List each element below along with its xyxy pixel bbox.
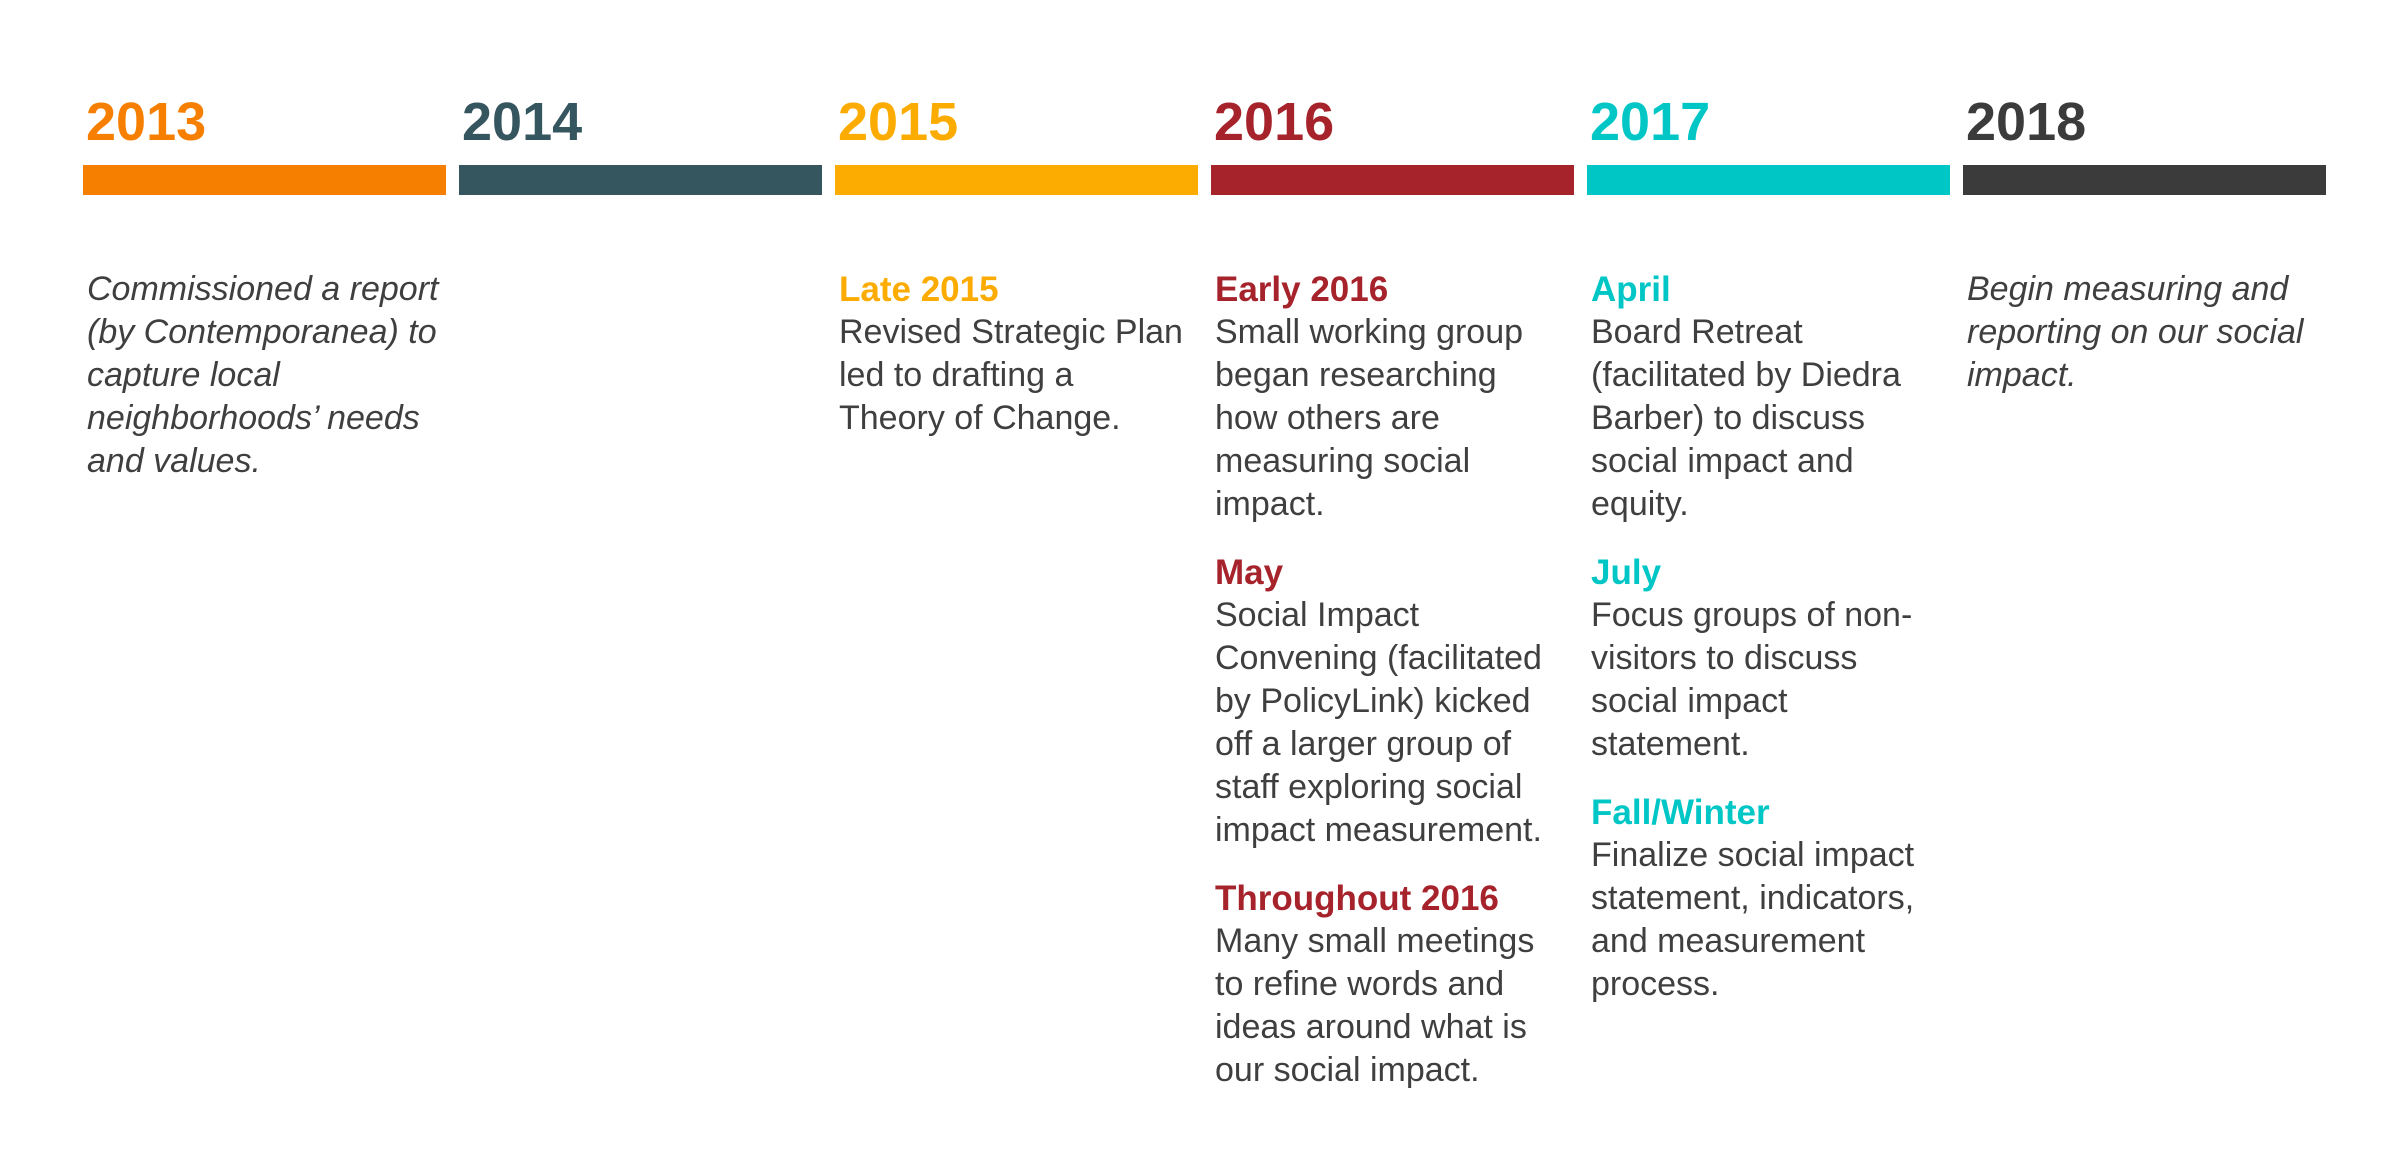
- entry-heading: Fall/Winter: [1591, 793, 1770, 832]
- entry-heading: Throughout 2016: [1215, 879, 1499, 918]
- year-label: 2017: [1590, 92, 1711, 152]
- timeline-entry: Commissioned a report (by Contemporanea)…: [87, 268, 455, 483]
- year-bar: [83, 165, 446, 195]
- entry-text: Revised Strategic Plan led to drafting a…: [839, 313, 1183, 437]
- entry-heading: April: [1591, 270, 1671, 309]
- entry-text: Small working group began researching ho…: [1215, 313, 1524, 523]
- entry-text: Board Retreat (facilitated by Diedra Bar…: [1591, 313, 1901, 523]
- timeline-entry: April Board Retreat (facilitated by Diedr…: [1591, 268, 1959, 526]
- entry-heading: July: [1591, 553, 1662, 592]
- year-bar: [1963, 165, 2326, 195]
- entry-text: Focus groups of non- visitors to discuss…: [1591, 596, 1913, 763]
- year-bar: [835, 165, 1198, 195]
- year-label: 2016: [1214, 92, 1335, 152]
- entry-heading: Early 2016: [1215, 270, 1389, 309]
- entry-text: Social Impact Convening (facilitated by …: [1215, 596, 1542, 849]
- year-label: 2018: [1966, 92, 2087, 152]
- entry-heading: Late 2015: [839, 270, 999, 309]
- timeline-entry: May Social Impact Convening (facilitated …: [1215, 551, 1583, 852]
- entry-list: Begin measuring and reporting on our soc…: [1967, 268, 2335, 422]
- entry-text: Many small meetings to refine words and …: [1215, 922, 1535, 1089]
- entry-list: April Board Retreat (facilitated by Diedr…: [1591, 268, 1959, 1031]
- entry-text: Finalize social impact statement, indica…: [1591, 836, 1915, 1003]
- entry-list: Late 2015 Revised Strategic Plan led to d…: [839, 268, 1207, 465]
- timeline-entry: July Focus groups of non- visitors to dis…: [1591, 551, 1959, 766]
- entry-heading: May: [1215, 553, 1284, 592]
- entry-text: Begin measuring and reporting on our soc…: [1967, 270, 2304, 394]
- timeline-entry: Early 2016 Small working group began rese…: [1215, 268, 1583, 526]
- year-label: 2015: [838, 92, 959, 152]
- timeline-entry: Late 2015 Revised Strategic Plan led to d…: [839, 268, 1207, 440]
- year-bar: [459, 165, 822, 195]
- timeline-entry: Fall/Winter Finalize social impact statem…: [1591, 791, 1959, 1006]
- year-bar: [1587, 165, 1950, 195]
- entry-text: Commissioned a report (by Contemporanea)…: [87, 270, 439, 480]
- entry-list: Early 2016 Small working group began rese…: [1215, 268, 1583, 1117]
- entry-list: Commissioned a report (by Contemporanea)…: [87, 268, 455, 508]
- timeline-entry: Throughout 2016 Many small meetings to re…: [1215, 877, 1583, 1092]
- year-label: 2014: [462, 92, 583, 152]
- year-bar: [1211, 165, 1574, 195]
- timeline-entry: Begin measuring and reporting on our soc…: [1967, 268, 2335, 397]
- year-label: 2013: [86, 92, 207, 152]
